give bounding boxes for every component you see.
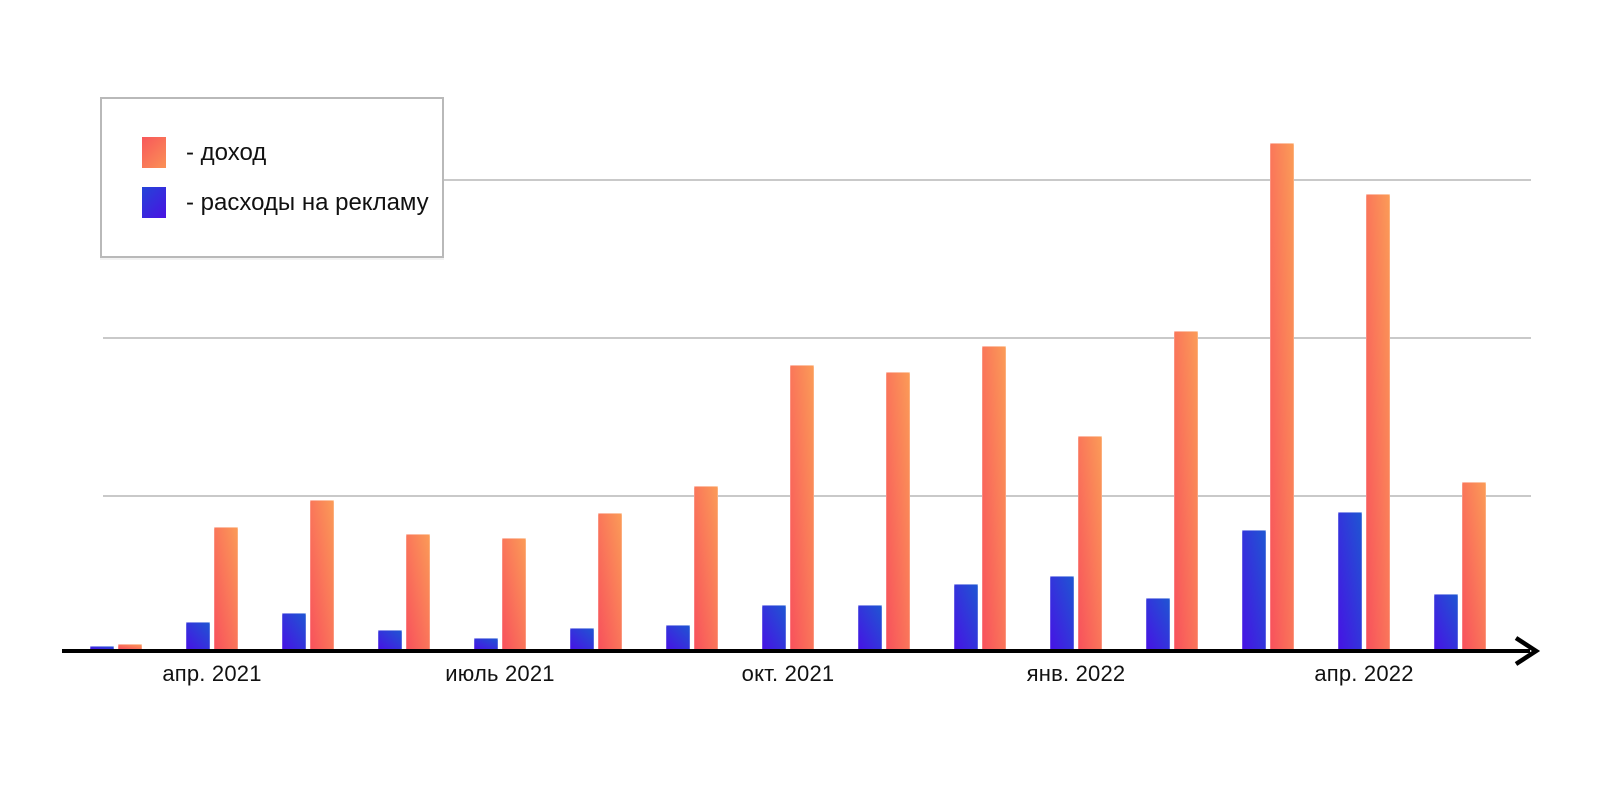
legend-label-ad-expenses: - расходы на рекламу (186, 188, 429, 216)
bar-income (1174, 331, 1198, 649)
bar-ad-expenses (1242, 530, 1266, 649)
bar-ad-expenses (90, 646, 114, 649)
y-gridline (103, 179, 1531, 181)
bar-ad-expenses (186, 622, 210, 649)
x-tick-label: апр. 2022 (1314, 661, 1414, 686)
bar-income (598, 513, 622, 649)
bar-ad-expenses (762, 605, 786, 649)
x-tick-label: янв. 2022 (1026, 661, 1126, 686)
ad-expenses-swatch (142, 187, 166, 218)
bar-income (1366, 194, 1390, 649)
bar-income (886, 372, 910, 649)
bar-ad-expenses (954, 584, 978, 649)
bar-ad-expenses (1338, 512, 1362, 649)
bar-ad-expenses (378, 630, 402, 649)
bar-income (118, 644, 142, 649)
bar-ad-expenses (1146, 598, 1170, 649)
bar-income (1078, 436, 1102, 649)
bar-ad-expenses (1434, 594, 1458, 649)
bar-income (790, 365, 814, 649)
bar-income (406, 534, 430, 649)
bar-income (1270, 143, 1294, 649)
bar-income (982, 346, 1006, 649)
x-tick-label: июль 2021 (445, 661, 555, 686)
bar-ad-expenses (474, 638, 498, 649)
bar-income (502, 538, 526, 649)
legend-label-income: - доход (186, 138, 267, 166)
bar-ad-expenses (858, 605, 882, 649)
bar-ad-expenses (570, 628, 594, 649)
income-swatch (142, 137, 166, 168)
x-axis-arrow-icon (1514, 636, 1541, 666)
bar-income (1462, 482, 1486, 649)
legend-item-income: - доход (142, 137, 442, 168)
y-gridline (103, 495, 1531, 497)
bar-ad-expenses (282, 613, 306, 649)
x-tick-label: апр. 2021 (162, 661, 262, 686)
bar-income (310, 500, 334, 649)
bar-ad-expenses (666, 625, 690, 649)
legend: - доход - расходы на рекламу (100, 97, 444, 258)
legend-item-ad-expenses: - расходы на рекламу (142, 187, 442, 218)
x-axis-line (62, 649, 1530, 653)
x-tick-label: окт. 2021 (741, 661, 835, 686)
bar-ad-expenses (1050, 576, 1074, 649)
bar-income (694, 486, 718, 649)
y-gridline (103, 337, 1531, 339)
bar-income (214, 527, 238, 649)
